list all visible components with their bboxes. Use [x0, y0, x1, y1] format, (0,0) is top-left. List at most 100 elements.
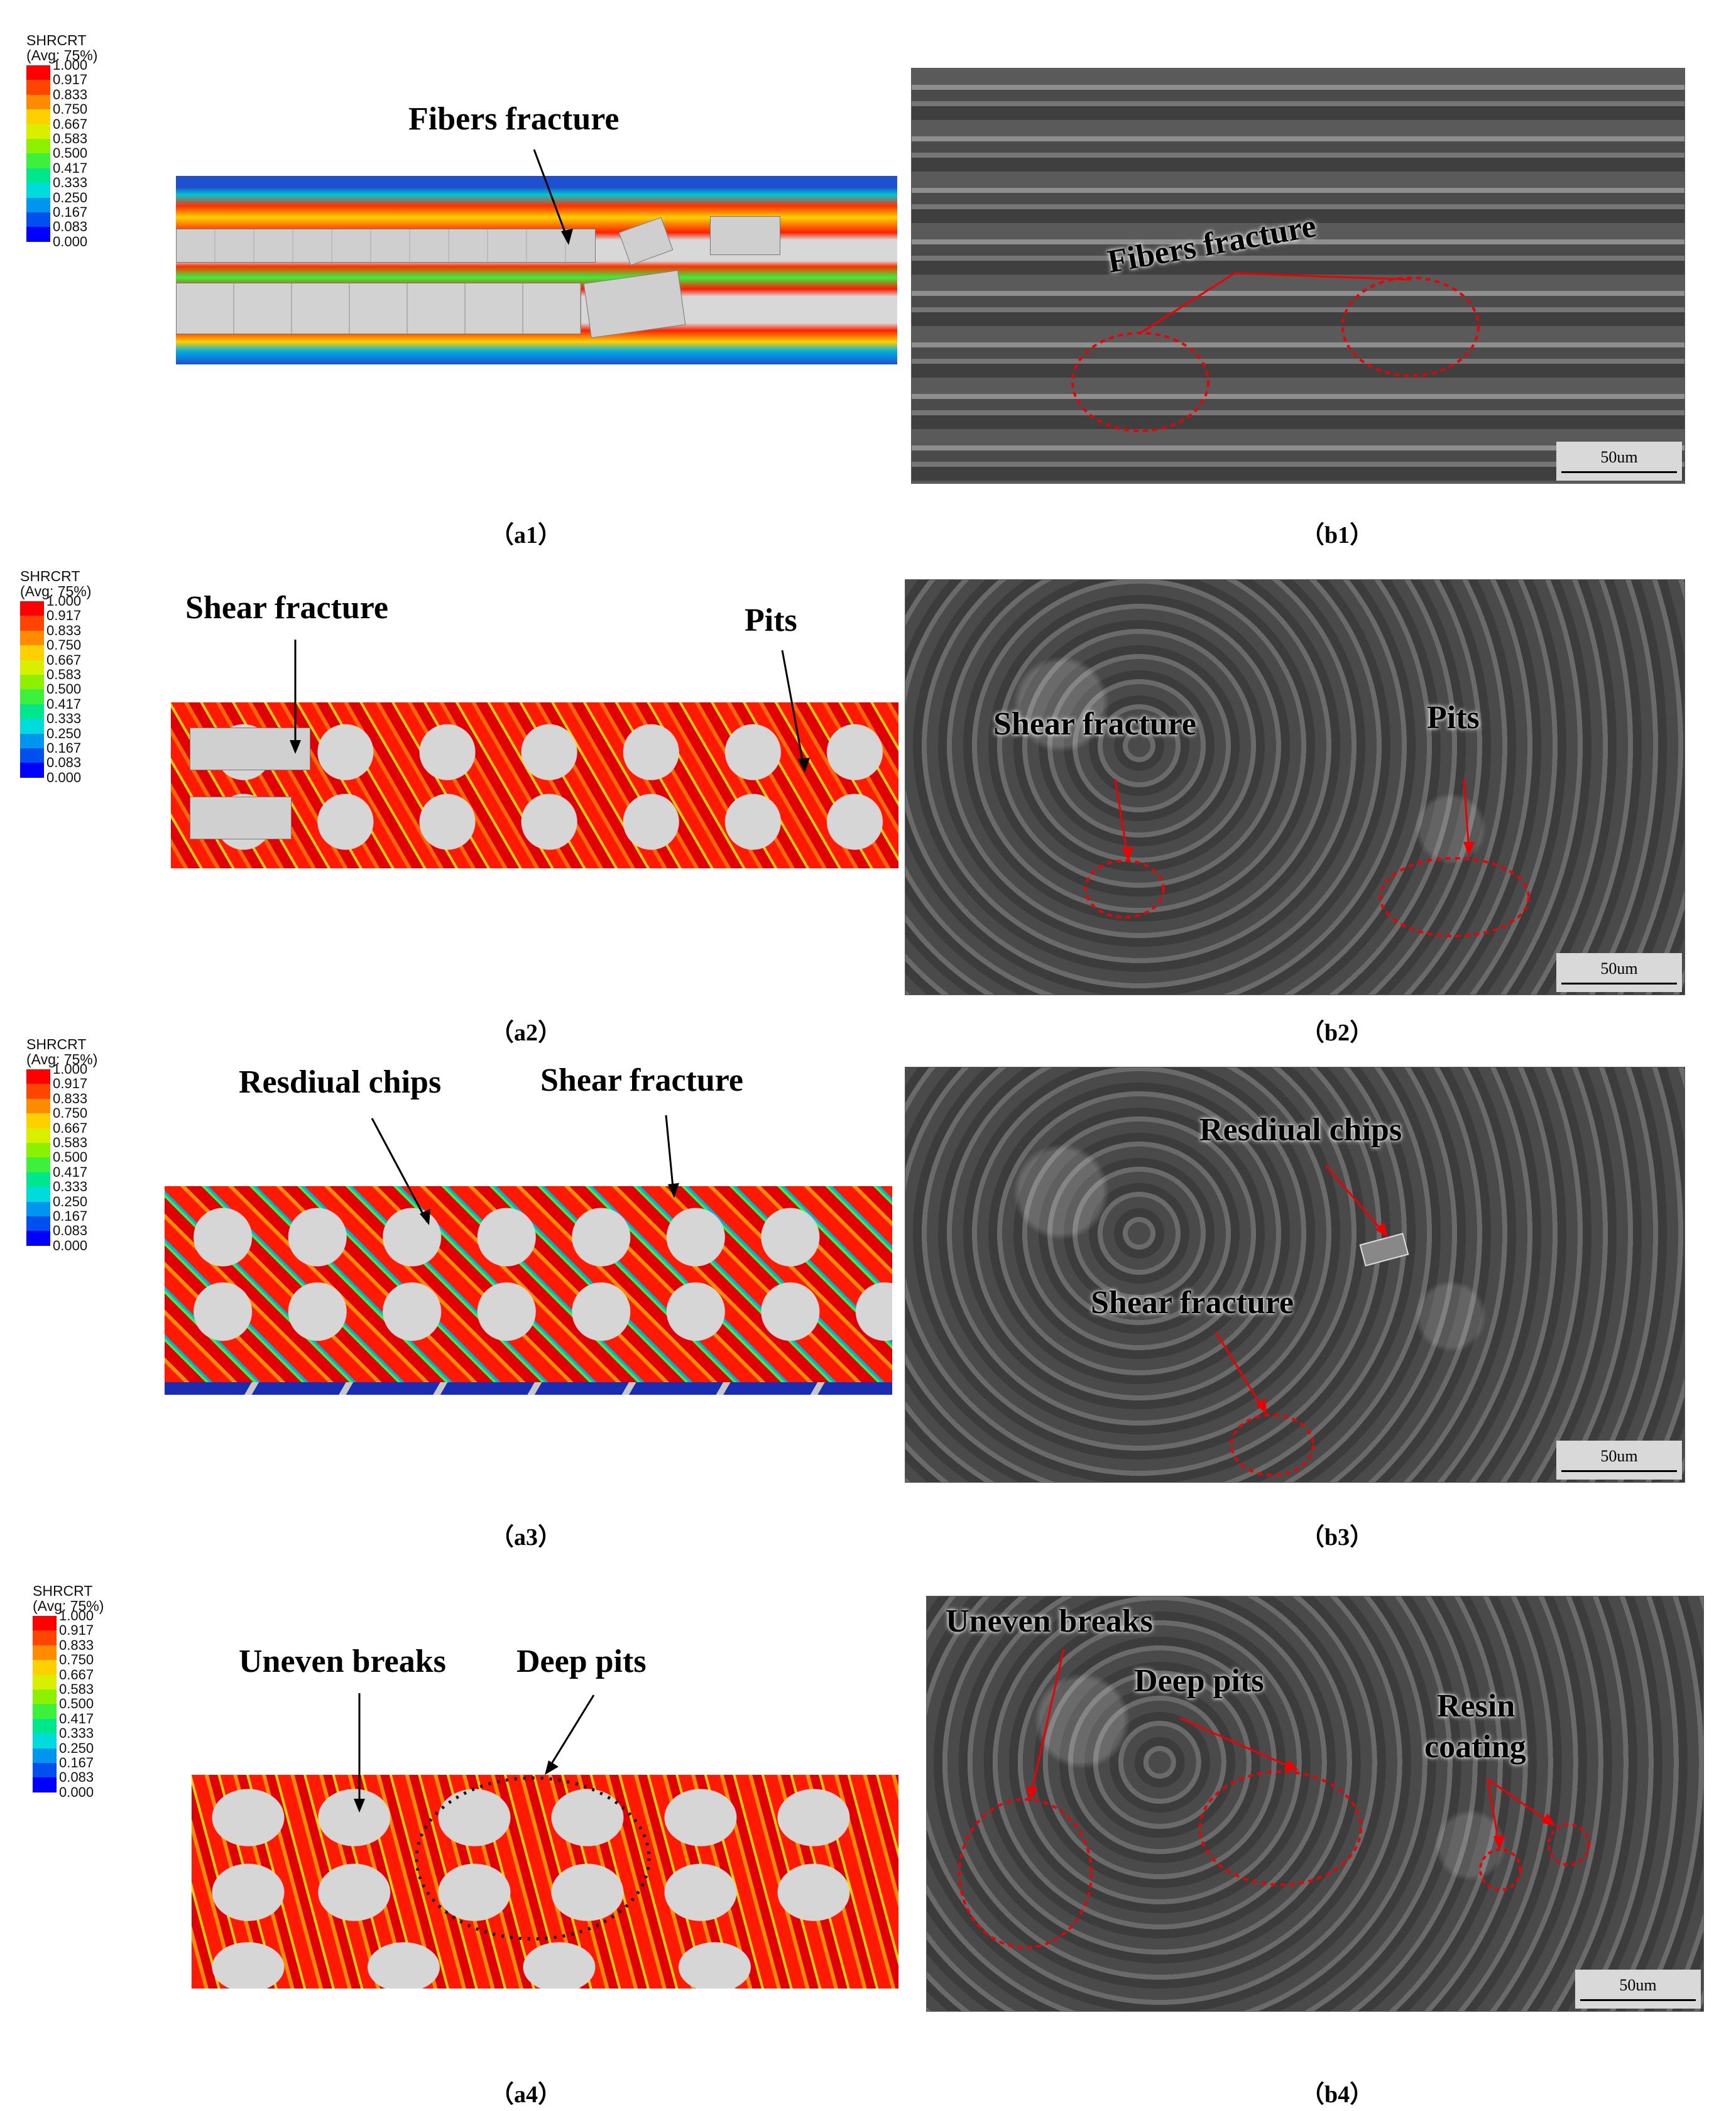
- legend-color-swatch: [33, 1674, 57, 1689]
- legend-color-swatch: [26, 1084, 50, 1099]
- legend-values: 1.000 0.917 0.833 0.750 0.667 0.583 0.500 0.417…: [46, 594, 81, 785]
- legend-color-swatch: [33, 1689, 57, 1705]
- sim-label-fibers-fracture: Fibers fracture: [408, 101, 620, 137]
- legend-value: 0.250: [46, 725, 82, 741]
- legend-value: 0.167: [53, 204, 88, 221]
- contour-legend-2: SHRCRT (Avg: 75%) 1.000 0.917 0.833 0.750 0.…: [20, 569, 146, 785]
- legend-subtitle: (Avg: 75%): [26, 1051, 98, 1067]
- legend-color-swatch: [26, 197, 50, 212]
- scale-bar: 50um: [1556, 442, 1682, 481]
- legend-color-swatch: [33, 1777, 57, 1792]
- scale-bar-line: [1561, 1470, 1677, 1472]
- legend-subtitle: (Avg: 75%): [26, 47, 98, 63]
- legend-value: 0.000: [46, 769, 82, 785]
- legend-color-swatch: [26, 1187, 50, 1202]
- legend-color-swatch: [33, 1630, 57, 1645]
- legend-color-swatch: [33, 1733, 57, 1748]
- sim-label-uneven-breaks: Uneven breaks: [239, 1644, 446, 1679]
- legend-value: 0.667: [53, 116, 88, 132]
- legend-value: 0.583: [53, 131, 88, 147]
- scale-bar-line: [1580, 1999, 1696, 2001]
- legend-value: 1.000: [59, 1608, 94, 1623]
- legend-value: 0.083: [59, 1769, 94, 1786]
- legend-value: 0.750: [53, 101, 88, 117]
- legend-color-swatch: [26, 65, 50, 80]
- legend-value: 0.250: [53, 189, 88, 205]
- legend-value: 0.917: [53, 72, 88, 88]
- legend-color-swatch: [26, 1157, 50, 1172]
- legend-color-bar: [26, 65, 50, 242]
- legend-color-swatch: [26, 1216, 50, 1231]
- legend-value: 0.250: [59, 1740, 94, 1756]
- legend-value: 0.833: [46, 622, 82, 638]
- legend-subtitle: (Avg: 75%): [33, 1598, 104, 1614]
- legend-values: 1.000 0.917 0.833 0.750 0.667 0.583 0.500 0.417…: [59, 1608, 94, 1800]
- legend-value: 0.500: [53, 145, 88, 161]
- sem-image-b2: Shear fracture Pits 50um: [905, 579, 1685, 995]
- legend-value: 0.250: [53, 1193, 88, 1209]
- legend-color-swatch: [26, 227, 50, 242]
- legend-value: 0.833: [59, 1637, 94, 1653]
- legend-value: 0.500: [59, 1696, 94, 1712]
- legend-color-swatch: [26, 109, 50, 124]
- legend-value: 0.500: [46, 681, 82, 697]
- caption-b2: （b2）: [1301, 1020, 1374, 1046]
- legend-title: SHRCRT: [26, 1036, 87, 1052]
- legend-color-bar: [26, 1069, 50, 1246]
- legend-color-swatch: [33, 1645, 57, 1661]
- sem-label-coating: coating: [1424, 1729, 1526, 1765]
- sim-label-shear-fracture: Shear fracture: [185, 590, 388, 626]
- sem-label-residual-chips: Resdiual chips: [1199, 1112, 1402, 1148]
- scale-bar-text: 50um: [1600, 448, 1638, 466]
- sem-label-shear-fracture: Shear fracture: [993, 706, 1196, 742]
- sem-label-shear-fracture: Shear fracture: [1091, 1285, 1294, 1321]
- legend-value: 0.000: [59, 1784, 94, 1800]
- legend-color-bar: [33, 1616, 57, 1792]
- legend-color-swatch: [33, 1718, 57, 1734]
- legend-color-swatch: [20, 645, 44, 660]
- scale-bar-text: 50um: [1600, 1447, 1638, 1465]
- legend-color-swatch: [26, 1172, 50, 1187]
- simulation-image-a2: [171, 702, 898, 868]
- legend-value: 0.417: [53, 1164, 88, 1180]
- legend-color-swatch: [20, 689, 44, 704]
- legend-value: 0.333: [53, 1179, 88, 1195]
- legend-color-swatch: [20, 674, 44, 690]
- legend-value: 0.333: [59, 1725, 94, 1742]
- legend-value: 0.083: [46, 755, 82, 771]
- legend-title: SHRCRT: [33, 1583, 93, 1599]
- legend-value: 0.417: [46, 695, 82, 712]
- legend-value: 0.167: [59, 1755, 94, 1771]
- legend-color-swatch: [26, 183, 50, 198]
- legend-values: 1.000 0.917 0.833 0.750 0.667 0.583 0.500 0.417…: [53, 58, 87, 249]
- legend-value: 0.167: [53, 1208, 88, 1225]
- legend-value: 1.000: [53, 57, 88, 73]
- legend-color-swatch: [33, 1660, 57, 1675]
- caption-a4: （a4）: [490, 2081, 562, 2108]
- contour-legend-3: SHRCRT (Avg: 75%) 1.000 0.917 0.833 0.750 0.…: [26, 1036, 152, 1253]
- sem-label-uneven-breaks: Uneven breaks: [946, 1603, 1153, 1639]
- simulation-image-a4: [192, 1775, 920, 1988]
- legend-value: 0.750: [59, 1652, 94, 1668]
- legend-value: 0.167: [46, 740, 82, 756]
- caption-b4: （b4）: [1301, 2081, 1374, 2108]
- legend-color-swatch: [20, 733, 44, 748]
- legend-color-swatch: [20, 616, 44, 631]
- legend-color-swatch: [26, 1098, 50, 1114]
- legend-values: 1.000 0.917 0.833 0.750 0.667 0.583 0.500 0.417…: [53, 1062, 87, 1253]
- legend-value: 0.833: [53, 86, 88, 102]
- legend-color-swatch: [26, 168, 50, 183]
- legend-value: 0.917: [53, 1076, 88, 1092]
- legend-value: 0.083: [53, 219, 88, 235]
- legend-color-swatch: [33, 1762, 57, 1778]
- legend-value: 0.667: [53, 1120, 88, 1136]
- legend-value: 0.417: [59, 1710, 94, 1726]
- legend-color-swatch: [26, 1201, 50, 1216]
- sim-label-shear-fracture: Shear fracture: [540, 1062, 743, 1098]
- legend-color-swatch: [20, 704, 44, 719]
- legend-color-swatch: [33, 1704, 57, 1719]
- legend-color-swatch: [26, 1142, 50, 1158]
- legend-subtitle: (Avg: 75%): [20, 583, 92, 599]
